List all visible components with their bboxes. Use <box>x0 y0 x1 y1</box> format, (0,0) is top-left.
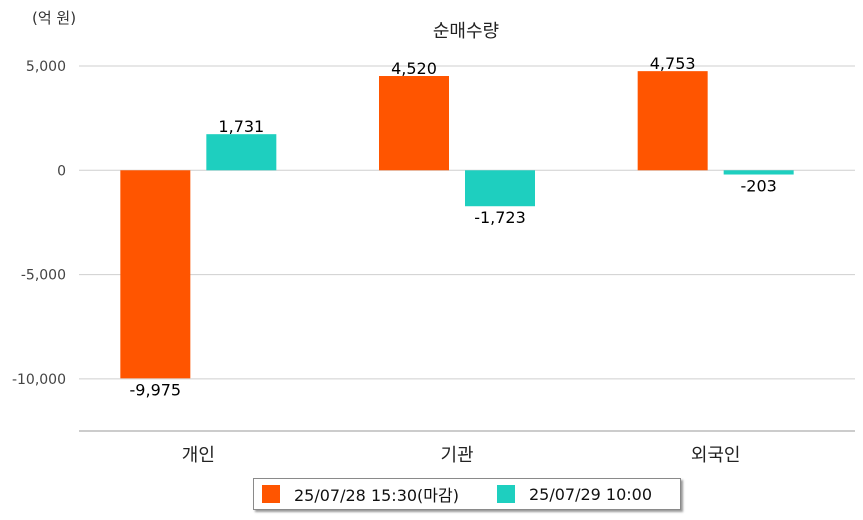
y-axis: 5,000 0 -5,000 -10,000 <box>12 59 66 388</box>
bar[interactable] <box>637 71 708 171</box>
x-tick-label: 외국인 <box>691 445 741 466</box>
bar[interactable] <box>379 76 449 171</box>
legend-label-series-1: 25/07/28 15:30(마감) <box>294 486 459 505</box>
gridlines <box>79 65 855 380</box>
bar[interactable] <box>120 170 191 379</box>
legend-swatch-series-1 <box>262 485 280 503</box>
data-label: -1,723 <box>474 208 526 227</box>
legend-item-series-2[interactable]: 25/07/29 10:00 <box>496 484 653 504</box>
bar[interactable] <box>465 170 535 207</box>
x-tick-label: 기관 <box>440 445 473 466</box>
legend-item-series-1[interactable]: 25/07/28 15:30(마감) <box>262 482 459 506</box>
x-axis: 개인 기관 외국인 <box>79 430 855 466</box>
data-label: 4,520 <box>391 59 437 78</box>
bar[interactable] <box>723 170 794 175</box>
y-tick-label: -5,000 <box>21 268 66 284</box>
y-tick-label: -10,000 <box>12 372 66 388</box>
data-label: -203 <box>741 177 777 196</box>
bar[interactable] <box>206 134 277 171</box>
legend: 25/07/28 15:30(마감) 25/07/29 10:00 <box>253 478 681 510</box>
y-tick-label: 5,000 <box>26 59 66 75</box>
data-label: 4,753 <box>650 54 696 73</box>
y-tick-label: 0 <box>57 163 66 179</box>
data-label: -9,975 <box>130 380 182 399</box>
bars: -9,975 1,731 4,520 -1,723 4,753 -203 <box>120 54 794 399</box>
x-tick-label: 개인 <box>182 445 215 466</box>
chart-title: 순매수량 <box>433 21 499 42</box>
unit-label: (억 원) <box>32 9 76 27</box>
legend-label-series-2: 25/07/29 10:00 <box>528 484 653 504</box>
legend-swatch-series-2 <box>496 485 515 503</box>
data-label: 1,731 <box>218 117 264 136</box>
